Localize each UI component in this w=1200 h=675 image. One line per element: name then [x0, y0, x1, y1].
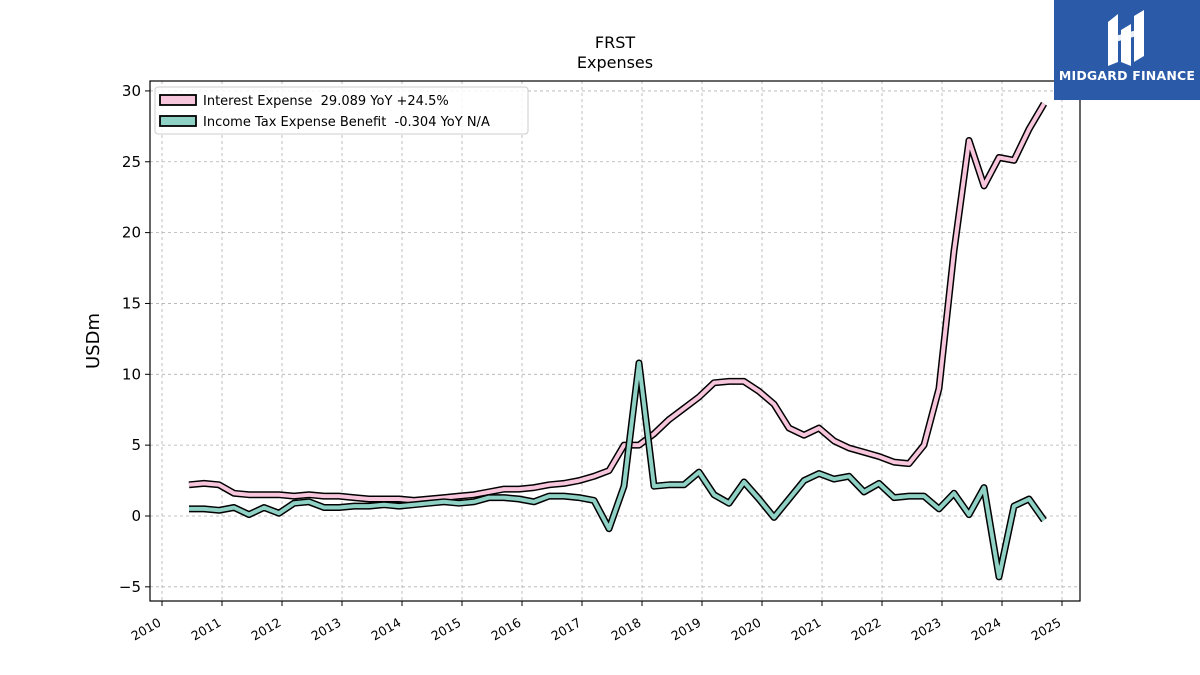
x-tick-label: 2021: [788, 615, 823, 644]
x-tick-label: 2017: [548, 615, 583, 644]
x-tick-label: 2023: [908, 615, 943, 644]
chart-title: FRST: [595, 33, 635, 52]
x-tick-label: 2014: [368, 615, 403, 644]
x-tick-label: 2020: [728, 615, 763, 644]
legend: Interest Expense 29.089 YoY +24.5% Income…: [154, 86, 529, 135]
series-line-0: [188, 102, 1046, 503]
midgard-logo-icon: [1108, 10, 1144, 66]
x-tick-label: 2012: [248, 615, 283, 644]
y-tick-label: 15: [122, 294, 141, 312]
legend-label: Income Tax Expense Benefit -0.304 YoY N/…: [203, 115, 490, 130]
x-axis: 2010 2011 2012 2013 2014 2015 2016 2017 2018 2019…: [128, 601, 1064, 644]
x-tick-label: 2018: [608, 615, 643, 644]
plot-frame: [149, 80, 1081, 602]
series-line-1: [189, 361, 1046, 579]
series-line-outline-1: [189, 359, 1047, 581]
x-tick-label: 2019: [668, 615, 703, 644]
grid-lines: [150, 81, 1080, 601]
y-tick-label: −5: [119, 578, 141, 596]
legend-box: [154, 86, 529, 135]
y-tick-label: 20: [122, 224, 141, 242]
y-axis: −5 0 5 10 15 20 25 30: [119, 82, 150, 596]
x-tick-label: 2022: [848, 615, 883, 644]
y-tick-label: 10: [122, 365, 141, 383]
y-tick-label: 30: [122, 82, 141, 100]
series-lines: [188, 101, 1048, 581]
x-tick-label: 2016: [488, 615, 523, 644]
series-line-outline-0: [188, 101, 1048, 504]
y-tick-label: 25: [122, 153, 141, 171]
y-axis-label: USDm: [83, 313, 104, 369]
brand-name: MIDGARD FINANCE: [1058, 68, 1196, 83]
x-tick-label: 2010: [128, 615, 163, 644]
y-tick-label: 0: [131, 507, 141, 525]
legend-swatch: [159, 115, 197, 127]
chart-subtitle: Expenses: [577, 53, 653, 72]
x-tick-label: 2015: [428, 615, 463, 644]
legend-swatch: [159, 94, 197, 106]
x-tick-label: 2024: [968, 615, 1003, 644]
brand-logo: MIDGARD FINANCE: [1054, 0, 1200, 100]
x-tick-label: 2011: [188, 615, 223, 644]
x-tick-label: 2013: [308, 615, 343, 644]
legend-label: Interest Expense 29.089 YoY +24.5%: [203, 94, 449, 109]
y-tick-label: 5: [131, 436, 141, 454]
x-tick-label: 2025: [1028, 615, 1063, 644]
